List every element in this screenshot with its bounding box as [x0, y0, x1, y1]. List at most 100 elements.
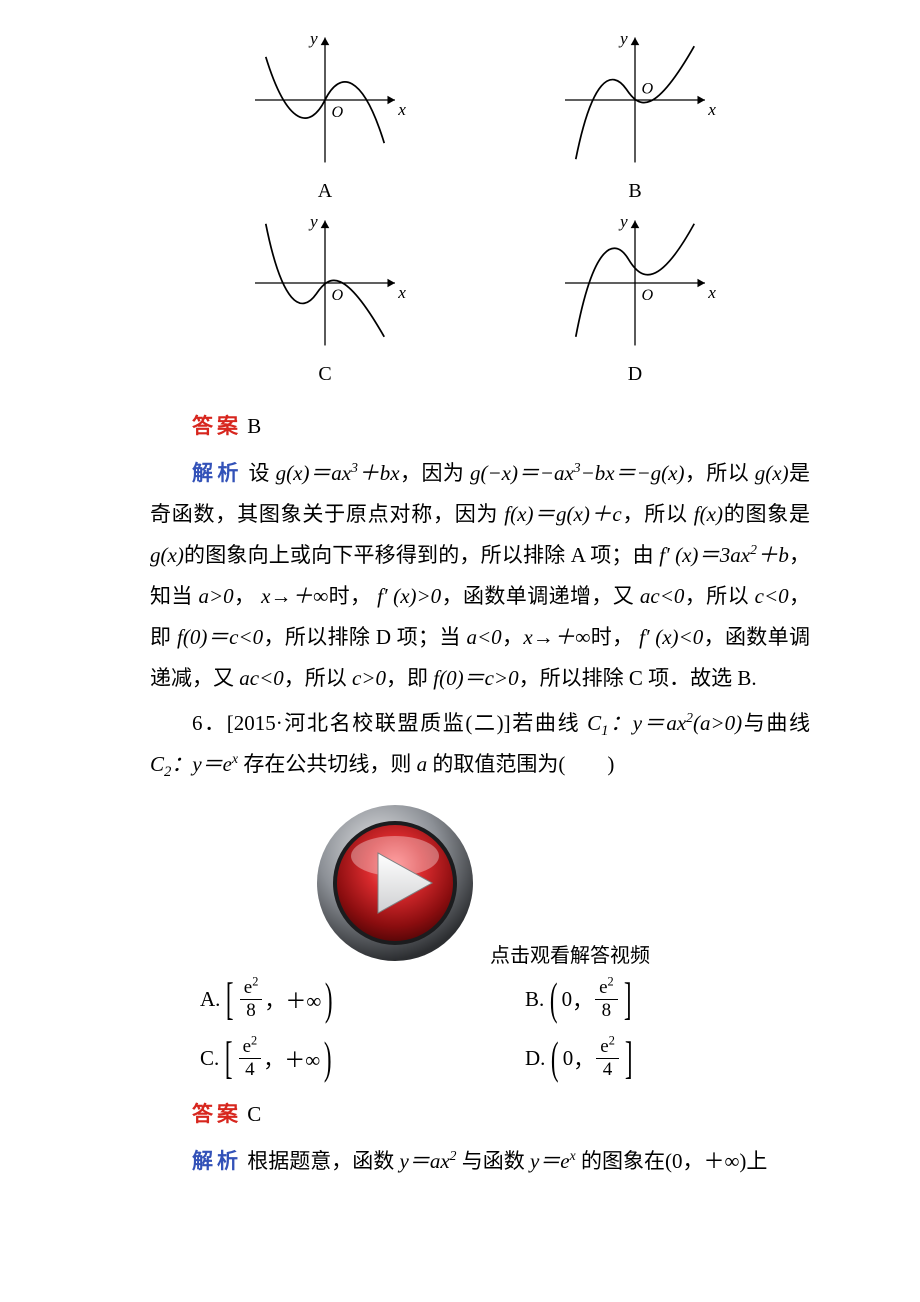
- option-a[interactable]: A. [ e2 8 ， ＋∞ ): [200, 978, 485, 1021]
- svg-text:x: x: [397, 283, 406, 302]
- answer-6-value: C: [247, 1102, 261, 1126]
- lbracket-icon: [: [226, 981, 234, 1018]
- opt-b-label: B.: [525, 987, 544, 1012]
- svg-text:x: x: [707, 283, 716, 302]
- t: 与函数: [462, 1149, 525, 1173]
- math: ac<0: [239, 666, 284, 690]
- panel-a-label: A: [240, 180, 410, 203]
- explain-label: 解析: [192, 1149, 242, 1173]
- rparen-icon: ): [324, 1040, 332, 1077]
- math: ac<0: [640, 584, 685, 608]
- rbracket-icon: ]: [624, 981, 632, 1018]
- play-button[interactable]: [310, 798, 480, 968]
- math: C1：y＝ax2(a>0): [587, 711, 742, 735]
- math: f(x): [694, 502, 723, 526]
- graph-c: x y O: [240, 213, 410, 353]
- math: c>0: [352, 666, 386, 690]
- answer-6: 答案 C: [150, 1094, 810, 1135]
- t: 的取值范围为( ): [432, 752, 614, 776]
- math: y＝ex: [530, 1149, 576, 1173]
- explain-label: 解析: [192, 461, 243, 485]
- graph-b: x y O: [550, 30, 720, 170]
- svg-text:y: y: [618, 213, 628, 231]
- math: f′ (x)>0: [377, 584, 441, 608]
- q6-source: [2015·河北名校联盟质监(二)]: [227, 711, 511, 735]
- tail: ＋∞: [284, 1044, 320, 1074]
- math: x→＋∞: [261, 584, 328, 608]
- math: g(−x)＝−ax3−bx＝−g(x): [470, 461, 685, 485]
- page-content: x y O A x y O B: [0, 30, 920, 1182]
- t: ，所以排除 C 项．故选 B.: [519, 666, 757, 690]
- fraction: e2 8: [595, 978, 618, 1021]
- svg-text:y: y: [308, 30, 318, 48]
- rbracket-icon: ]: [625, 1040, 633, 1077]
- sep: ，: [263, 1044, 284, 1074]
- t: ，函数单调递增，又: [441, 584, 634, 608]
- math: f(0)＝c>0: [433, 666, 518, 690]
- fraction: e2 4: [596, 1037, 619, 1080]
- math: a>0: [198, 584, 233, 608]
- math: f′ (x)<0: [639, 625, 703, 649]
- svg-text:y: y: [618, 30, 628, 48]
- t: 若曲线: [511, 711, 581, 735]
- svg-text:O: O: [331, 287, 343, 304]
- play-row: 点击观看解答视频: [150, 798, 810, 968]
- svg-text:O: O: [641, 287, 653, 304]
- math: a<0: [466, 625, 501, 649]
- answer-label: 答案: [192, 414, 242, 438]
- opt-c-label: C.: [200, 1046, 219, 1071]
- math: a: [417, 752, 433, 776]
- t: 设: [249, 461, 270, 485]
- math: f(x)＝g(x)＋c: [504, 502, 621, 526]
- t: 与曲线: [742, 711, 810, 735]
- t: ，所以: [684, 461, 749, 485]
- math: y＝ax2: [400, 1149, 457, 1173]
- sep: ，: [264, 985, 285, 1015]
- svg-text:y: y: [308, 213, 318, 231]
- option-d[interactable]: D. ( 0 ， e2 4 ]: [525, 1037, 810, 1080]
- t: ，所以: [622, 502, 688, 526]
- opt-d-label: D.: [525, 1046, 545, 1071]
- option-c[interactable]: C. [ e2 4 ， ＋∞ ): [200, 1037, 485, 1080]
- lparen-icon: (: [550, 981, 558, 1018]
- panel-d-label: D: [550, 363, 720, 386]
- graph-d: x y O: [550, 213, 720, 353]
- q6-number: 6．: [192, 711, 227, 735]
- t: 的图象在(0，＋∞)上: [581, 1149, 767, 1173]
- answer-5-value: B: [247, 414, 261, 438]
- math: f(0)＝c<0: [177, 625, 263, 649]
- t: 存在公共切线，则: [243, 752, 411, 776]
- t: ，即: [386, 666, 428, 690]
- rparen-icon: ): [325, 981, 333, 1018]
- panel-d: x y O D: [550, 213, 720, 386]
- option-b[interactable]: B. ( 0 ， e2 8 ]: [525, 978, 810, 1021]
- panel-b: x y O B: [550, 30, 720, 203]
- play-caption: 点击观看解答视频: [490, 939, 650, 968]
- explanation-5: 解析 设 g(x)＝ax3＋bx，因为 g(−x)＝−ax3−bx＝−g(x)，…: [150, 453, 810, 699]
- answer-5: 答案 B: [150, 406, 810, 447]
- t: ，所以: [684, 584, 749, 608]
- explanation-6: 解析 根据题意，函数 y＝ax2 与函数 y＝ex 的图象在(0，＋∞)上: [150, 1141, 810, 1182]
- math: g(x): [755, 461, 789, 485]
- t: 时，: [328, 584, 371, 608]
- math: C2：y＝ex: [150, 752, 238, 776]
- fraction: e2 8: [240, 978, 263, 1021]
- fraction: e2 4: [239, 1037, 262, 1080]
- svg-text:x: x: [707, 100, 716, 119]
- lparen-icon: (: [551, 1040, 559, 1077]
- svg-text:O: O: [641, 81, 653, 98]
- head: 0: [563, 1046, 574, 1071]
- t: 时，: [590, 625, 633, 649]
- head: 0: [562, 987, 573, 1012]
- question-6: 6．[2015·河北名校联盟质监(二)]若曲线 C1：y＝ax2(a>0)与曲线…: [150, 703, 810, 785]
- math: f′ (x)＝3ax2＋b: [659, 543, 789, 567]
- t: 的图象向上或向下平移得到的，所以排除 A 项；由: [184, 543, 654, 567]
- sep: ，: [573, 1044, 594, 1074]
- svg-text:x: x: [397, 100, 406, 119]
- options-6: A. [ e2 8 ， ＋∞ ) B. ( 0 ， e2 8 ] C. [ e: [150, 978, 810, 1080]
- sep: ，: [572, 985, 593, 1015]
- math: c<0: [755, 584, 789, 608]
- t: ，因为: [400, 461, 465, 485]
- math: x→＋∞: [523, 625, 590, 649]
- t: 根据题意，函数: [247, 1149, 394, 1173]
